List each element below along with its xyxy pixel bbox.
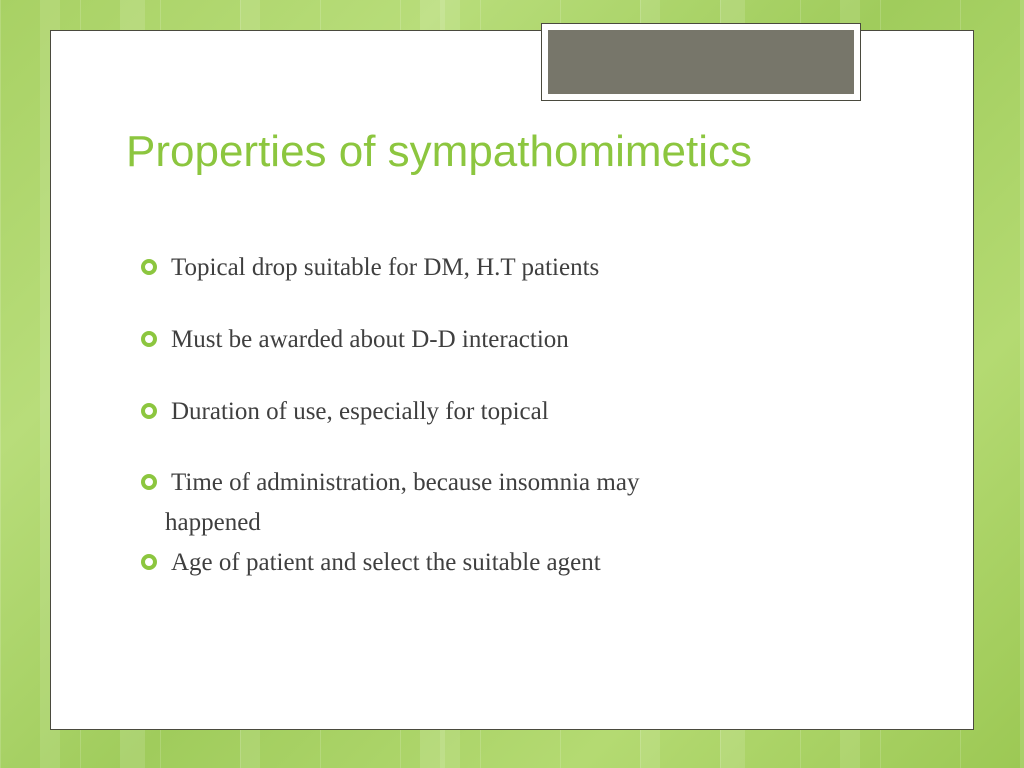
accent-tab-fill xyxy=(548,30,854,94)
bullet-text: Duration of use, especially for topical xyxy=(171,395,921,429)
slide-title: Properties of sympathomimetics xyxy=(126,126,752,178)
circle-bullet-icon xyxy=(141,474,157,490)
list-item: Age of patient and select the suitable a… xyxy=(141,546,921,580)
circle-bullet-icon xyxy=(141,403,157,419)
bullet-continuation: happened xyxy=(165,506,921,540)
bullet-list: Topical drop suitable for DM, H.T patien… xyxy=(141,251,921,580)
accent-tab-outer xyxy=(541,23,861,101)
circle-bullet-icon xyxy=(141,554,157,570)
bullet-text: Time of administration, because insomnia… xyxy=(171,466,921,500)
list-item: Time of administration, because insomnia… xyxy=(141,466,921,500)
list-item: Topical drop suitable for DM, H.T patien… xyxy=(141,251,921,285)
bullet-text: Topical drop suitable for DM, H.T patien… xyxy=(171,251,921,285)
circle-bullet-icon xyxy=(141,331,157,347)
content-panel: Properties of sympathomimetics Topical d… xyxy=(50,30,974,730)
list-item: Must be awarded about D-D interaction xyxy=(141,323,921,357)
bullet-text: Age of patient and select the suitable a… xyxy=(171,546,921,580)
list-item: Duration of use, especially for topical xyxy=(141,395,921,429)
circle-bullet-icon xyxy=(141,259,157,275)
bullet-text: Must be awarded about D-D interaction xyxy=(171,323,921,357)
slide-background: Properties of sympathomimetics Topical d… xyxy=(0,0,1024,768)
